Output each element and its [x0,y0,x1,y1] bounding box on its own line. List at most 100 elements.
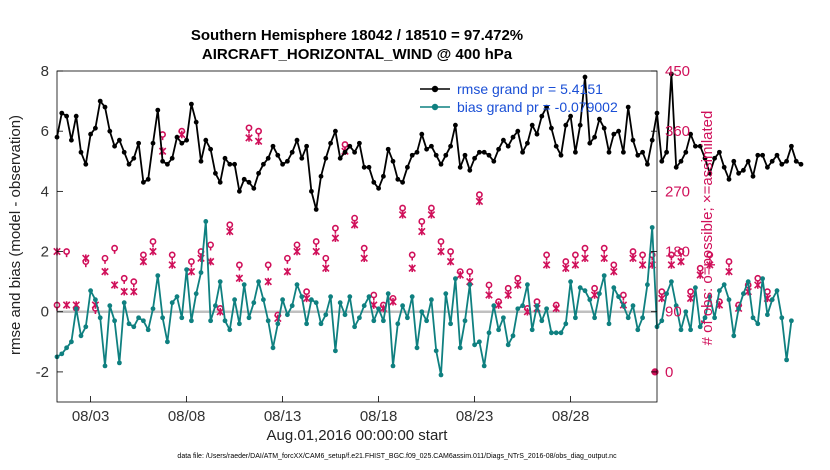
rmse-point [304,143,309,149]
bias-point [357,315,362,321]
rmse-point [745,158,751,164]
bias-point [712,315,717,321]
rmse-point [597,116,602,122]
bias-point [376,306,381,312]
rmse-point [121,149,127,155]
obs-assimilated-point [82,254,90,263]
bias-point [323,312,329,318]
rmse-point [616,128,621,134]
rmse-point [736,170,741,176]
bias-point [294,282,300,288]
obs-assimilated-point [600,254,608,263]
bias-point [179,315,185,321]
rmse-point [145,176,151,182]
rmse-point [587,140,593,146]
rmse-point [688,131,693,137]
bias-point [774,288,780,294]
rmse-point [179,140,185,146]
obs-assimilated-point [283,267,292,276]
obs-assimilated-point [696,271,704,279]
rmse-point [568,113,573,119]
rmse-point [189,101,194,107]
obs-possible-point [226,221,234,229]
bias-point [328,294,333,300]
bias-point [573,315,578,321]
rmse-point [462,152,468,158]
obs-assimilated-point [677,257,685,266]
rmse-point [573,149,578,155]
bias-point [625,315,631,321]
bias-point [520,303,525,309]
bias-point [390,363,396,369]
bias-point [745,279,751,285]
x-tick-label: 08/13 [264,408,302,425]
bias-point [174,294,180,300]
bias-point [261,297,266,303]
bias-point [333,348,338,354]
bias-point [141,318,146,324]
bias-point [155,273,161,279]
rmse-point [707,170,713,176]
obs-assimilated-point [542,261,551,269]
rmse-point [126,161,132,167]
rmse-point [697,143,703,149]
bias-point [640,315,645,321]
rmse-point [318,173,324,179]
bias-point [582,288,588,294]
bias-point [88,288,93,294]
obs-possible-point [63,248,70,255]
obs-assimilated-point [350,220,359,229]
bias-point [563,321,569,327]
data-file-footer: data file: /Users/raeder/DAI/ATM_forcXX/… [177,453,617,460]
bias-point [577,285,583,291]
rmse-point [760,152,765,158]
bias-point [587,297,593,303]
obs-assimilated-point [552,304,560,313]
bias-point [409,294,415,300]
bias-point [246,315,252,321]
bias-point [189,318,194,324]
rmse-point [433,152,439,158]
rmse-point [88,131,93,137]
right-axis-label: # of obs: o=possible; ×=assimilated [699,111,716,346]
obs-assimilated-point [168,261,176,269]
rmse-point [726,176,732,182]
legend-rmse-marker [431,85,439,93]
bias-point [121,300,127,306]
obs-assimilated-point [485,291,493,299]
bias-point [673,303,679,309]
obs-assimilated-point [187,267,196,276]
bias-point [741,291,746,297]
rmse-point [73,113,79,119]
bias-point [501,315,506,321]
bias-point [467,282,473,288]
bias-point [280,297,285,303]
obs-assimilated-point [475,197,484,206]
bias-point [208,318,214,324]
rmse-point [635,152,641,158]
rmse-point [443,152,449,158]
rmse-point [59,110,65,116]
obs-possible-point [677,248,685,255]
rmse-point [150,140,156,146]
bias-point [621,303,626,309]
rmse-point [558,152,564,158]
obs-assimilated-point [235,274,244,283]
obs-possible-point [293,241,301,249]
rmse-point [577,122,583,128]
bias-point [102,363,108,369]
bias-point [150,306,156,312]
bias-point [385,291,391,297]
bias-point [198,270,204,276]
rmse-point [693,143,698,149]
rmse-point [395,176,401,182]
obs-assimilated-point [226,227,234,236]
rmse-point [352,149,357,155]
x-tick-label: 08/08 [168,408,206,425]
rmse-point [779,161,785,167]
x-tick-label: 08/28 [552,408,590,425]
bias-point [693,285,698,291]
bias-point [544,306,549,312]
rmse-point [203,137,209,143]
rmse-point [486,152,492,158]
